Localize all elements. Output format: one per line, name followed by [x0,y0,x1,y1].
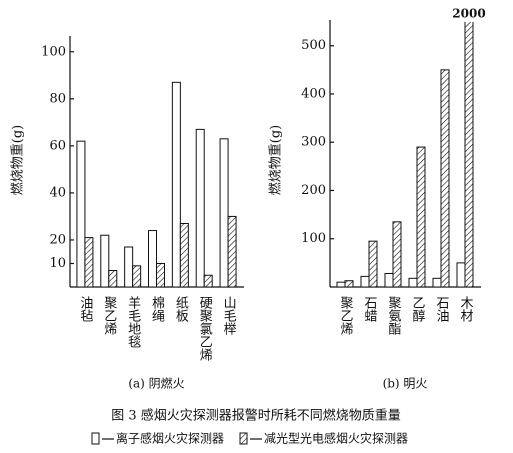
bar [76,140,86,288]
chart-subtitle: (a) 阴燃火 [128,376,184,391]
caption: 图 3 感烟火灾探测器报警时所耗不同燃烧物质重量 [111,408,401,424]
bar [440,69,450,288]
bar [384,272,394,288]
bar [100,234,110,288]
x-tick-label: 木材 [458,296,474,322]
bar [156,262,165,288]
bar [416,146,426,288]
x-tick-label: 油毡 [77,296,93,322]
bar [171,81,181,288]
bar [227,215,237,288]
y-tick-label: 100 [41,44,66,59]
x-tick-label: 聚乙烯 [338,296,354,335]
y-tick-label: 60 [49,138,66,153]
bar [336,281,346,288]
bar [408,277,418,288]
bar [432,277,442,288]
y-tick-label: 100 [301,231,326,246]
bar [132,265,142,288]
y-axis-label: 燃烧物重(g) [268,125,284,195]
bars [336,22,474,288]
bars [76,81,237,288]
x-tick-label: 乙醇 [410,296,426,322]
bar [360,275,370,288]
y-tick-label: 80 [49,91,66,106]
y-tick-label: 300 [301,135,326,150]
y-tick-label: 200 [301,183,326,198]
legend-swatch [91,432,100,445]
data-label: 2000 [452,7,485,21]
y-tick-label: 40 [49,185,66,200]
x-tick-label: 棉绳 [149,296,165,322]
x-tick-label: 山毛榉 [221,296,237,335]
bar [108,270,118,288]
legend-swatch [239,432,248,445]
bar [195,128,205,288]
bar [368,240,378,288]
bar [84,237,94,288]
y-axis-label: 燃烧物重(g) [10,125,26,195]
x-tick-label: 聚氨酯 [386,296,402,335]
legend-label: 离子感烟火灾探测器 [116,431,224,446]
x-tick-label: 聚乙烯 [101,296,117,335]
x-tick-label: 石油 [434,296,450,322]
legend: 离子感烟火灾探测器 减光型光电感烟火灾探测器 [91,431,408,446]
bar [464,22,474,288]
bar [203,274,213,288]
bar [392,221,402,288]
y-tick-label: 400 [301,86,326,101]
x-tick-label: 硬聚氯乙烯 [197,296,213,361]
bar [456,262,466,288]
x-tick-label: 石蜡 [362,296,378,322]
x-tick-label: 羊毛地毯 [125,295,141,348]
bar [148,230,157,288]
bar [124,246,134,288]
chart-subtitle: (b) 明火 [383,377,428,391]
bar [344,280,354,288]
bar [179,222,189,288]
y-tick-label: 500 [301,38,326,53]
x-tick-label: 纸板 [173,296,189,323]
legend-label: 减光型光电感烟火灾探测器 [264,431,408,446]
bar [219,138,229,288]
y-tick-label: 20 [49,232,66,247]
y-tick-label: 10 [49,256,66,271]
